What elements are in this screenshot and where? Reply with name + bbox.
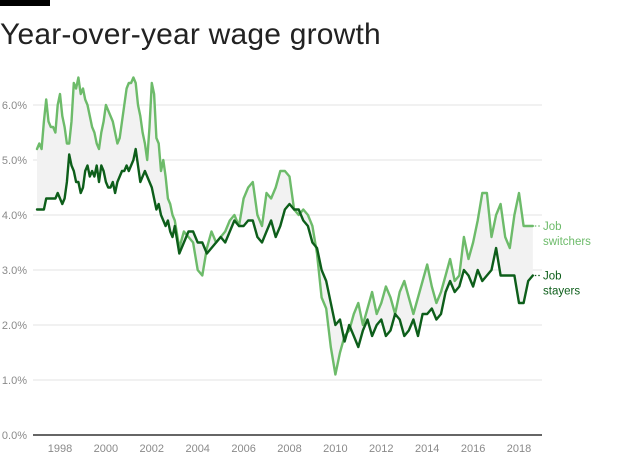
- legend-label: switchers: [543, 236, 591, 248]
- x-tick-label: 2008: [277, 443, 301, 455]
- y-tick-label: 6.0%: [2, 100, 27, 112]
- x-tick-label: 2018: [507, 443, 531, 455]
- x-tick-label: 2002: [140, 443, 164, 455]
- series-lines: [35, 76, 534, 376]
- y-tick-label: 0.0%: [2, 430, 27, 442]
- x-tick-label: 2000: [94, 443, 118, 455]
- band-area: [37, 77, 533, 375]
- legend-job-switchers: Job switchers: [543, 221, 591, 248]
- shaded-band: [37, 77, 533, 375]
- x-tick-label: 2010: [323, 443, 347, 455]
- brand-bar: [0, 0, 50, 6]
- legend-label: Job: [543, 221, 562, 233]
- job-stayers-line: [35, 147, 534, 349]
- y-tick-label: 4.0%: [2, 210, 27, 222]
- legend-label: Job: [543, 271, 562, 283]
- x-tick-label: 2012: [369, 443, 393, 455]
- chart-title: Year-over-year wage growth: [0, 18, 381, 51]
- legend-label: stayers: [543, 286, 580, 298]
- y-tick-label: 3.0%: [2, 265, 27, 277]
- x-tick-label: 2014: [415, 443, 439, 455]
- x-axis: 1998 2000 2002 2004 2006 2008 2010 2012 2014 2016…: [48, 443, 531, 455]
- y-tick-label: 2.0%: [2, 320, 27, 332]
- x-tick-label: 2006: [231, 443, 255, 455]
- y-axis: 0.0% 1.0% 2.0% 3.0% 4.0% 5.0% 6.0%: [2, 100, 27, 442]
- y-tick-label: 1.0%: [2, 375, 27, 387]
- legend-job-stayers: Job stayers: [543, 271, 580, 298]
- y-tick-label: 5.0%: [2, 155, 27, 167]
- x-tick-label: 2004: [185, 443, 209, 455]
- x-tick-label: 1998: [48, 443, 72, 455]
- x-tick-label: 2016: [461, 443, 485, 455]
- legend: Job switchers Job stayers: [534, 221, 591, 298]
